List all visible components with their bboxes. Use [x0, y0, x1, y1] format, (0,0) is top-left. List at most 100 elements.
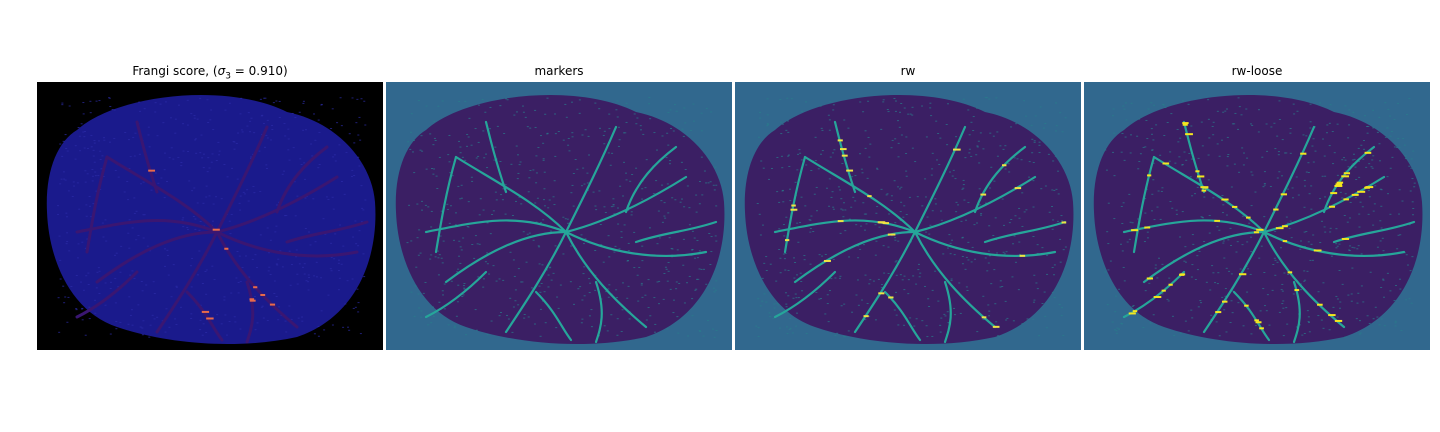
highlight-mark [867, 195, 872, 198]
vessel-1 [95, 230, 219, 284]
vessel-5 [913, 230, 1057, 257]
highlight-mark [148, 169, 156, 172]
highlight-mark [249, 299, 256, 302]
rw-loose-image [1084, 82, 1430, 350]
highlight-mark [1335, 183, 1343, 186]
frangi-image-svg [37, 82, 383, 350]
highlight-mark [1182, 123, 1188, 126]
vessel-13 [434, 155, 458, 254]
highlight-mark [1014, 187, 1022, 190]
markers-image [386, 82, 732, 350]
vessel-9 [624, 145, 678, 214]
highlight-mark [1147, 174, 1152, 177]
highlight-mark [1343, 172, 1351, 175]
vessel-11 [1232, 290, 1271, 342]
highlight-mark [1254, 319, 1259, 322]
highlight-mark [1328, 314, 1336, 317]
highlight-mark [1196, 175, 1205, 178]
vessel-1 [444, 230, 568, 284]
highlight-mark [1232, 205, 1238, 208]
vessel-7 [424, 219, 568, 234]
highlight-mark [1214, 219, 1220, 222]
vessel-3 [913, 125, 967, 234]
vessel-12 [983, 220, 1067, 244]
vessel-9 [275, 145, 329, 214]
panel-title-rw-loose: rw-loose [1231, 64, 1283, 78]
vessel-5 [215, 230, 359, 258]
highlight-mark [1244, 304, 1249, 307]
highlight-mark [953, 148, 961, 151]
highlight-mark [791, 204, 796, 207]
highlight-mark [1179, 273, 1185, 276]
highlight-mark [260, 293, 266, 296]
vessel-9 [973, 145, 1027, 214]
highlight-mark [1275, 227, 1284, 230]
vessel-8 [833, 120, 857, 194]
vessel-8 [484, 120, 508, 194]
highlight-mark [1238, 273, 1247, 276]
highlight-mark [1281, 225, 1288, 228]
highlight-mark [1294, 289, 1300, 292]
highlight-mark [1341, 237, 1350, 240]
vessel-13 [1132, 155, 1156, 254]
highlight-mark [1357, 190, 1366, 193]
highlight-mark [1334, 184, 1343, 187]
vessel-2 [504, 230, 568, 334]
highlight-mark [206, 317, 214, 320]
highlight-mark [837, 220, 844, 223]
rw-image [735, 82, 1081, 350]
highlight-mark [888, 296, 894, 299]
highlight-mark [877, 221, 885, 224]
vessel-0 [803, 155, 917, 234]
highlight-mark [249, 298, 255, 301]
highlight-mark [1215, 311, 1222, 314]
highlight-mark [1168, 283, 1173, 286]
highlight-mark [1061, 221, 1067, 224]
highlight-mark [1341, 175, 1349, 178]
vessel-8 [1182, 120, 1206, 194]
vessel-3 [1262, 125, 1316, 234]
highlight-mark [1364, 151, 1372, 154]
vessel-2 [1202, 230, 1266, 334]
highlight-mark [992, 325, 1000, 328]
highlight-mark [1259, 327, 1264, 330]
highlight-mark [1280, 193, 1288, 196]
highlight-mark [839, 148, 847, 151]
highlight-mark [1334, 319, 1343, 322]
vessel-12 [285, 220, 369, 244]
highlight-mark [212, 228, 220, 231]
vessel-3 [564, 125, 618, 234]
vessel-7 [1122, 219, 1266, 234]
highlight-mark [784, 239, 790, 242]
vessel-12 [634, 220, 718, 244]
vessel-13 [85, 155, 109, 254]
vessel-14 [245, 280, 255, 344]
highlight-mark [1161, 289, 1166, 292]
highlight-mark [882, 222, 890, 225]
highlight-mark [1221, 300, 1228, 303]
highlight-mark [1336, 181, 1344, 184]
highlight-mark [1131, 229, 1139, 232]
highlight-mark [1273, 208, 1279, 211]
highlight-mark [1351, 193, 1359, 196]
highlight-mark [1287, 271, 1293, 274]
highlight-mark [887, 233, 896, 236]
vessel-1 [793, 230, 917, 284]
highlight-mark [981, 316, 987, 319]
vessel-0 [105, 155, 219, 234]
highlight-mark [253, 286, 258, 289]
vessel-6 [913, 230, 997, 329]
vessel-5 [1262, 230, 1406, 257]
vessel-7 [75, 219, 219, 234]
highlight-mark [1365, 186, 1374, 189]
panel-title-markers: markers [534, 64, 584, 78]
highlight-mark [980, 193, 987, 196]
retina-mask [395, 94, 725, 345]
highlight-mark [1201, 189, 1207, 192]
vessel-6 [1262, 230, 1346, 329]
highlight-mark [1128, 312, 1136, 315]
texture [406, 97, 718, 338]
highlight-mark [1221, 198, 1229, 201]
vessel-6 [215, 230, 299, 329]
vessel-10 [75, 270, 139, 319]
